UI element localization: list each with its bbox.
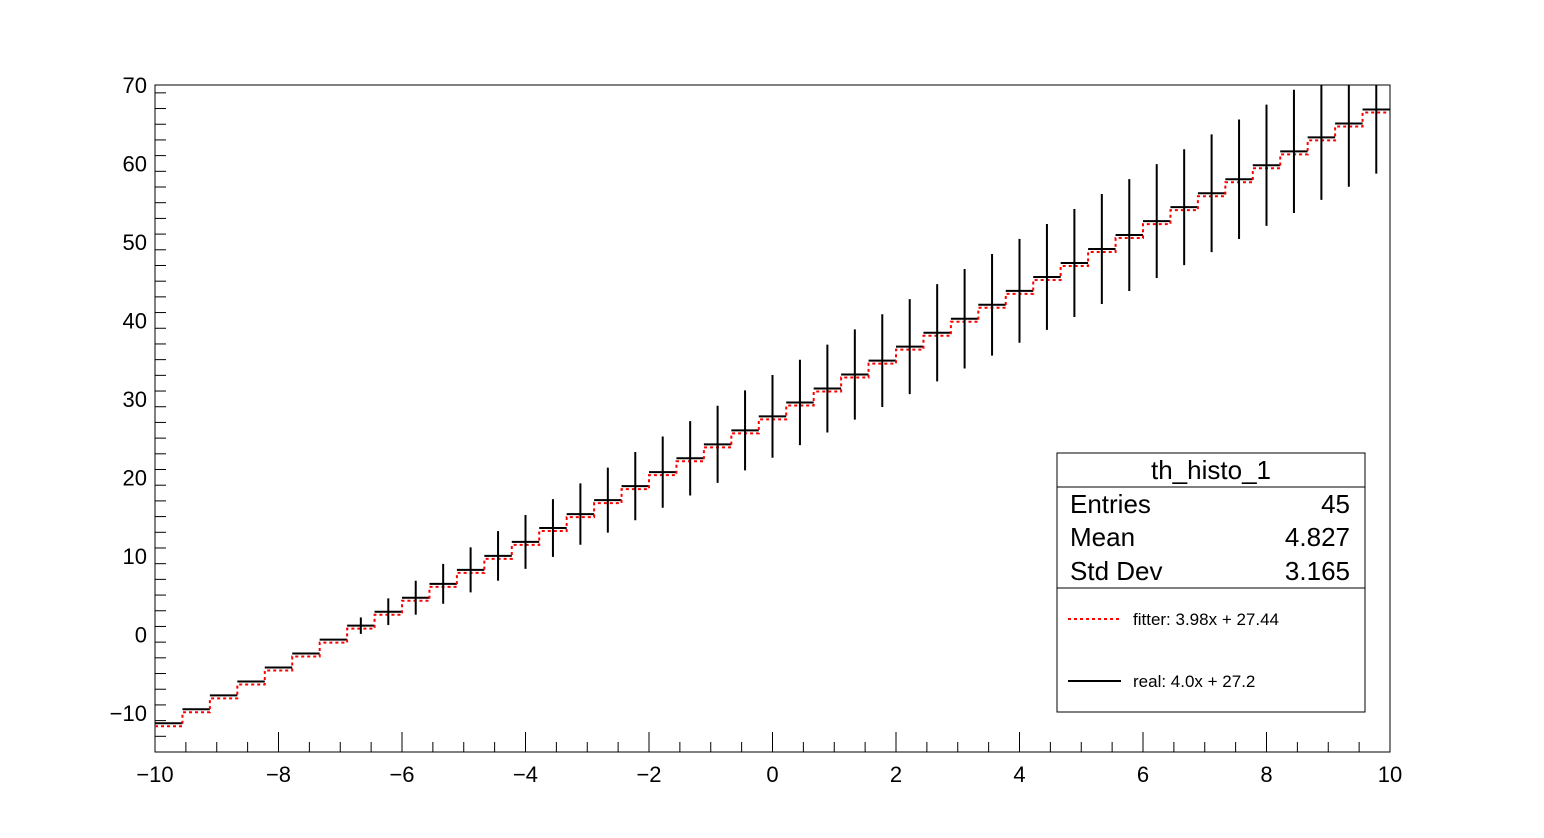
- x-tick-label: 6: [1137, 762, 1149, 787]
- stats-mean-label: Mean: [1070, 522, 1135, 552]
- y-tick-label: 70: [123, 73, 147, 98]
- y-axis: −10 0 10 20 30 40 50 60 70: [110, 73, 166, 753]
- x-tick-label: −6: [389, 762, 414, 787]
- stats-entries-label: Entries: [1070, 489, 1151, 519]
- x-tick-label: −10: [136, 762, 173, 787]
- x-tick-label: 4: [1013, 762, 1025, 787]
- x-tick-label: 8: [1260, 762, 1272, 787]
- stats-entries-value: 45: [1321, 489, 1350, 519]
- x-tick-label: −2: [636, 762, 661, 787]
- x-axis: −10 −8 −6 −4 −2 0 2 4 6 8 10: [136, 732, 1402, 787]
- stats-mean-value: 4.827: [1285, 522, 1350, 552]
- y-tick-label: 10: [123, 544, 147, 569]
- stats-stddev-label: Std Dev: [1070, 556, 1163, 586]
- x-tick-label: −4: [513, 762, 538, 787]
- stats-stddev-value: 3.165: [1285, 556, 1350, 586]
- y-tick-label: 40: [123, 308, 147, 333]
- y-tick-label: 60: [123, 151, 147, 176]
- legend-real-label: real: 4.0x + 27.2: [1133, 672, 1255, 691]
- stats-title: th_histo_1: [1151, 455, 1271, 485]
- y-tick-label: 0: [135, 622, 147, 647]
- stats-box: th_histo_1 Entries 45 Mean 4.827 Std Dev…: [1056, 452, 1366, 589]
- y-tick-label: 30: [123, 387, 147, 412]
- legend: fitter: 3.98x + 27.44 real: 4.0x + 27.2: [1056, 587, 1366, 713]
- x-tick-label: 10: [1378, 762, 1402, 787]
- y-tick-label: −10: [110, 701, 147, 726]
- y-tick-label: 20: [123, 465, 147, 490]
- x-tick-label: 0: [766, 762, 778, 787]
- y-tick-label: 50: [123, 230, 147, 255]
- x-tick-label: −8: [266, 762, 291, 787]
- error-bars: [359, 85, 1378, 634]
- x-tick-label: 2: [890, 762, 902, 787]
- legend-fit-label: fitter: 3.98x + 27.44: [1133, 610, 1279, 629]
